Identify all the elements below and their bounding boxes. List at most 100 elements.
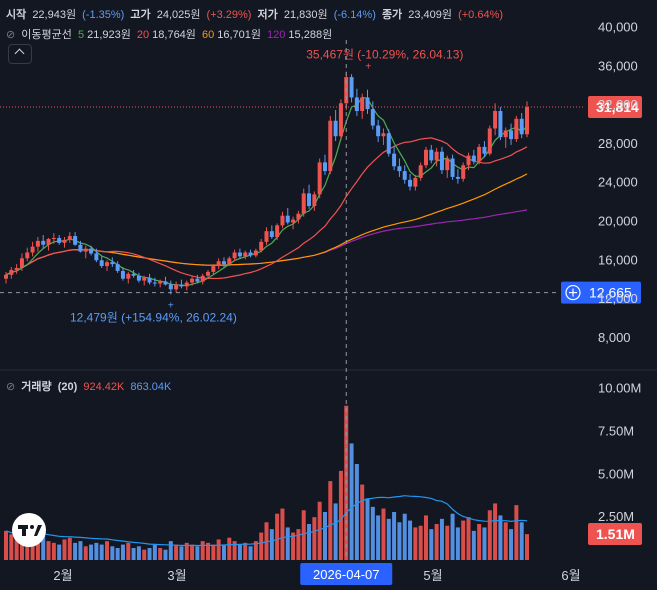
candle-body xyxy=(360,97,365,112)
volume-bar xyxy=(237,544,242,560)
volume-bar xyxy=(285,527,290,560)
candle-body xyxy=(195,278,200,282)
volume-bar xyxy=(471,530,476,560)
ma60-period: 60 xyxy=(201,29,215,41)
collapse-legend-button[interactable] xyxy=(8,44,32,64)
volume-bar xyxy=(461,520,466,560)
candle-body xyxy=(126,273,131,279)
high-label: 고가 xyxy=(130,9,151,21)
candle-body xyxy=(376,125,381,137)
candle-body xyxy=(253,250,258,256)
candle-body xyxy=(285,215,290,223)
candle-body xyxy=(152,282,157,284)
candle-body xyxy=(216,261,221,267)
candle-body xyxy=(466,155,471,166)
price-axis[interactable]: 40,000 36,000 32,000 28,000 24,000 20,000 16,0… xyxy=(53,20,641,583)
x-tick-label: 5월 xyxy=(423,568,442,583)
ma20-value: 18,764원 xyxy=(152,29,196,41)
volume-bar xyxy=(450,513,455,560)
candle-body xyxy=(365,97,370,110)
ohlc-legend: 시작 22,943원 (-1.35%) 고가 24,025원 (+3.29%) … xyxy=(6,6,506,22)
low-annotation: 12,479원 (+154.94%, 26.02.24) xyxy=(70,310,237,324)
ma120-period: 120 xyxy=(267,29,286,41)
candle-body xyxy=(35,240,40,247)
ma-legend-title: 이동평균선 xyxy=(21,29,72,41)
volume-bar xyxy=(354,464,359,560)
x-tick-label: 6월 xyxy=(561,568,580,583)
candle-body xyxy=(174,284,179,290)
volume-ma-line xyxy=(5,495,528,547)
candle-body xyxy=(328,120,333,172)
candle-body xyxy=(264,231,269,242)
candle-body xyxy=(62,239,67,243)
candle-body xyxy=(19,258,24,269)
ma20-period: 20 xyxy=(136,29,150,41)
logo-icon xyxy=(12,513,46,547)
volume-bar xyxy=(264,522,269,560)
visibility-icon[interactable]: ⊘ xyxy=(6,29,16,41)
volume-bar xyxy=(83,546,88,560)
logo-mark-dot xyxy=(30,525,34,529)
moving-average-lines xyxy=(5,96,528,287)
volume-bar xyxy=(509,529,514,560)
candle-body xyxy=(243,252,248,257)
candle-body xyxy=(461,165,466,179)
volume-bar xyxy=(248,546,253,560)
volume-bar xyxy=(94,542,99,560)
candle-body xyxy=(67,236,72,240)
last-volume-badge xyxy=(588,523,642,545)
volume-bar xyxy=(386,518,391,560)
volume-bar xyxy=(41,532,46,560)
ma60-line xyxy=(5,173,528,276)
volume-bar xyxy=(174,544,179,560)
candle-body xyxy=(445,158,450,171)
candle-body xyxy=(9,269,14,275)
volume-bar xyxy=(35,537,40,560)
candle-body xyxy=(105,262,110,267)
close-change: (+0.64%) xyxy=(458,9,504,21)
candle-body xyxy=(190,278,195,283)
volume-bar xyxy=(190,544,195,560)
candle-body xyxy=(99,260,104,267)
price-tick-label: 24,000 xyxy=(598,175,638,190)
ma5-line xyxy=(5,96,528,287)
volume-bar xyxy=(514,505,519,560)
volume-visibility-icon[interactable]: ⊘ xyxy=(6,381,16,393)
volume-bar xyxy=(445,525,450,560)
volume-bar xyxy=(211,544,216,560)
volume-bar xyxy=(322,512,327,560)
candle-body xyxy=(413,177,418,187)
candle-body xyxy=(115,264,120,271)
candle-body xyxy=(482,146,487,154)
crosshair-date-label: 2026-04-07 xyxy=(313,567,380,582)
candle-body xyxy=(73,236,78,245)
last-price-badge xyxy=(588,96,642,119)
volume-bar xyxy=(259,532,264,560)
candle-body xyxy=(322,162,327,172)
volume-bar xyxy=(14,532,19,560)
volume-bar xyxy=(184,542,189,560)
volume-bar xyxy=(4,530,8,560)
candle-body xyxy=(83,248,88,252)
candle-body xyxy=(296,213,301,220)
volume-bar xyxy=(221,544,226,560)
volume-bars xyxy=(4,405,529,560)
candle-body xyxy=(131,273,136,276)
volume-bar xyxy=(168,541,173,560)
candle-body xyxy=(317,162,322,195)
volume-value-down: 863.04K xyxy=(130,381,172,393)
candle-body xyxy=(307,193,312,206)
volume-bar xyxy=(46,541,51,560)
volume-bar xyxy=(280,508,285,560)
ma5-period: 5 xyxy=(77,29,85,41)
candle-body xyxy=(349,77,354,98)
volume-bar xyxy=(30,539,35,560)
volume-bar xyxy=(498,515,503,560)
candle-body xyxy=(301,193,306,214)
candle-body xyxy=(51,237,56,239)
volume-bar xyxy=(89,544,94,560)
candle-body xyxy=(227,258,232,265)
candle-body xyxy=(291,219,296,223)
volume-bar xyxy=(200,541,205,560)
